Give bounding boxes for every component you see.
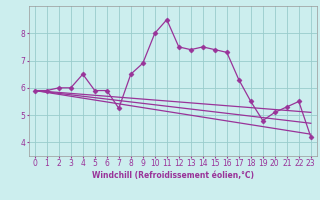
X-axis label: Windchill (Refroidissement éolien,°C): Windchill (Refroidissement éolien,°C) xyxy=(92,171,254,180)
